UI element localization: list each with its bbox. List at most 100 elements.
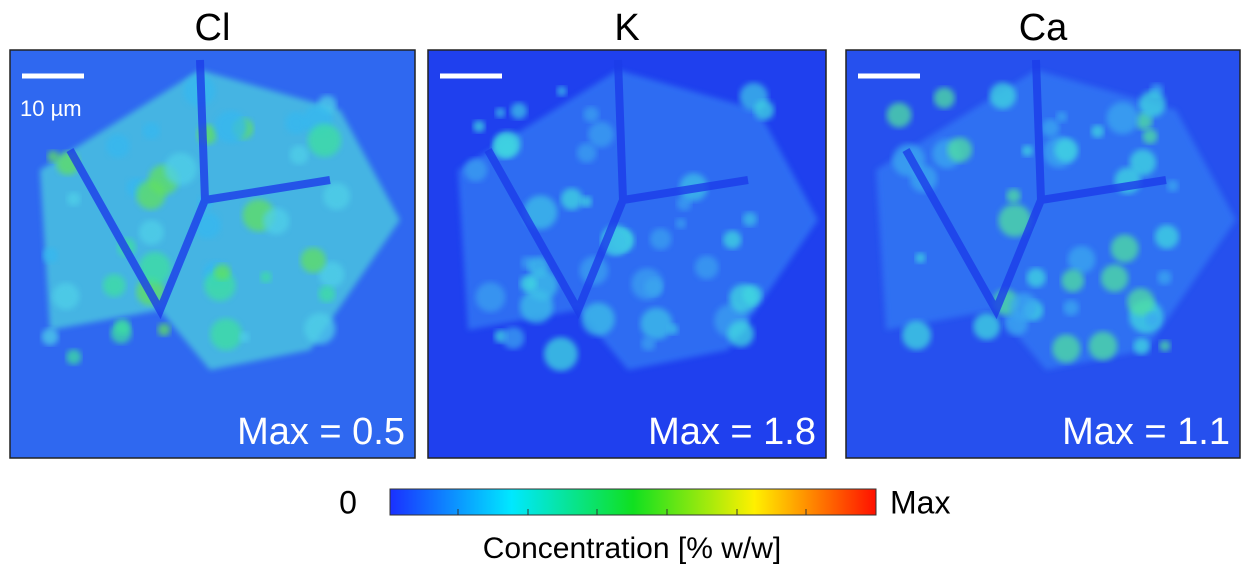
map-blob	[214, 263, 231, 281]
map-blob	[1110, 234, 1139, 263]
map-blob	[1006, 188, 1021, 204]
map-blob	[114, 318, 131, 335]
map-blob	[640, 336, 656, 351]
map-blob	[933, 87, 955, 109]
map-blob	[989, 82, 1017, 110]
map-blob	[640, 307, 673, 340]
map-blob	[1159, 340, 1171, 352]
map-frame	[427, 49, 827, 459]
map-blob	[973, 313, 1001, 341]
map-blob	[1052, 334, 1081, 363]
map-blob	[543, 337, 578, 372]
map-blob	[519, 275, 537, 293]
map-blob	[102, 274, 126, 297]
map-blob	[492, 134, 517, 159]
cell-boundary	[66, 59, 331, 320]
map-blob	[560, 188, 583, 211]
map-blob	[1061, 269, 1085, 293]
scale-bar-label: 10 µm	[20, 96, 82, 121]
map-blob	[1129, 149, 1157, 176]
map-blob	[1009, 292, 1038, 321]
map-blob	[581, 302, 615, 336]
map-blob	[998, 204, 1032, 238]
map-blob	[580, 195, 593, 208]
map-blob	[300, 247, 326, 273]
map-blob	[307, 123, 342, 158]
map-blob	[139, 220, 164, 245]
map-blob	[742, 211, 758, 227]
map-blob	[583, 106, 600, 123]
map-blob	[675, 218, 687, 229]
map-blob	[1106, 102, 1139, 135]
map-blob	[318, 261, 345, 288]
max-label: Max = 0.5	[237, 411, 405, 453]
map-blob	[915, 252, 926, 264]
map-blob	[47, 150, 60, 163]
map-blob	[473, 120, 485, 133]
colorbar	[389, 488, 877, 516]
map-blob	[519, 289, 554, 324]
map-blob	[262, 207, 290, 235]
map-blob	[1021, 145, 1034, 157]
map-frame	[845, 49, 1241, 459]
map-frame	[9, 49, 416, 459]
map-blob	[1088, 331, 1118, 361]
max-label: Max = 1.8	[648, 411, 816, 453]
map-blob	[1026, 268, 1046, 288]
map-blob	[210, 318, 243, 351]
map-blob	[157, 323, 171, 337]
element-map	[846, 50, 1240, 458]
map-blob	[1100, 264, 1129, 293]
map-blob	[1091, 124, 1105, 138]
map-blob	[464, 158, 488, 182]
map-blob	[502, 326, 525, 350]
map-blob	[52, 282, 80, 310]
map-blob	[136, 180, 166, 210]
map-blob	[42, 247, 59, 264]
max-label: Max = 1.1	[1062, 411, 1230, 453]
colorbar-max: Max	[890, 484, 950, 520]
panel-title: Ca	[1019, 7, 1068, 49]
map-blob	[1041, 119, 1060, 137]
map-blob	[528, 256, 549, 277]
panel-title: K	[614, 7, 639, 49]
map-blob	[142, 122, 160, 140]
element-map	[10, 50, 415, 458]
map-blob	[1145, 312, 1161, 328]
map-blob	[164, 152, 197, 186]
map-blob	[495, 107, 506, 118]
cell-boundary	[902, 59, 1167, 320]
map-blob	[947, 137, 973, 163]
map-blob	[556, 86, 567, 97]
map-blob	[1142, 128, 1158, 144]
map-blob	[318, 285, 336, 303]
map-blob	[1166, 179, 1179, 192]
map-blob	[1056, 111, 1068, 123]
map-blob	[1067, 245, 1096, 274]
panel-title: Cl	[195, 7, 231, 49]
colorbar-ticks	[457, 509, 807, 515]
map-blob	[323, 182, 351, 210]
colorbar-title: Concentration [% w/w]	[483, 532, 781, 565]
map-blob	[729, 284, 758, 313]
map-blob	[138, 251, 172, 285]
map-blob	[304, 313, 336, 345]
map-blob	[239, 331, 250, 343]
map-blob	[1063, 299, 1079, 316]
map-blob	[1138, 90, 1166, 118]
map-blob	[1054, 138, 1079, 163]
map-blob	[727, 320, 754, 348]
map-blob	[631, 268, 663, 300]
map-blob	[214, 110, 247, 143]
map-blob	[289, 145, 309, 165]
map-blob	[902, 320, 932, 350]
map-blob	[723, 230, 742, 249]
map-blob	[285, 111, 308, 135]
map-blob	[66, 349, 82, 365]
map-blob	[260, 271, 272, 283]
map-blob	[588, 121, 615, 148]
map-blob	[649, 228, 672, 250]
map-blob	[510, 102, 528, 120]
map-blob	[475, 282, 506, 313]
